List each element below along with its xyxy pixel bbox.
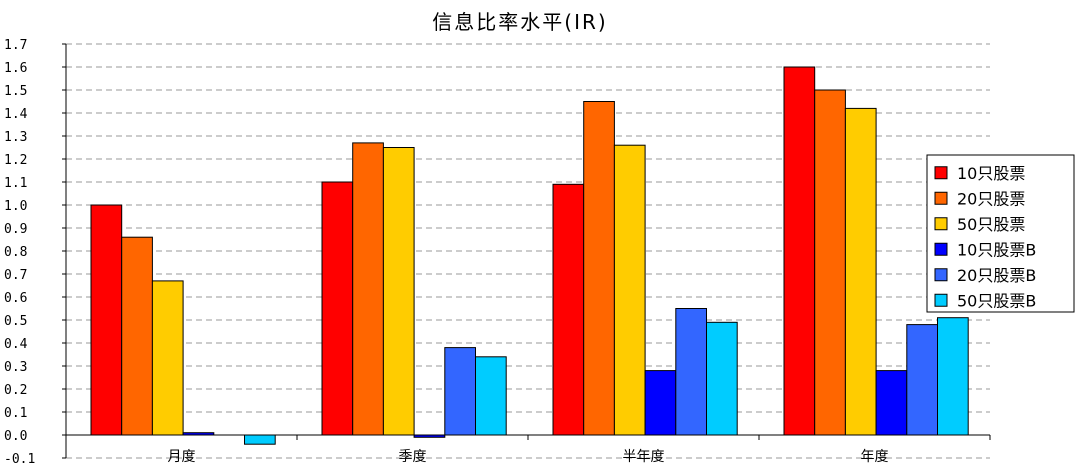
legend-swatch — [934, 242, 948, 256]
bar — [783, 66, 816, 436]
x-tick-label: 半年度 — [623, 449, 665, 465]
y-tick-label: 1.0 — [4, 199, 27, 214]
legend-label: 20只股票 — [957, 189, 1025, 208]
bar — [906, 324, 938, 436]
legend-label: 50只股票B — [957, 291, 1036, 310]
bar — [875, 370, 908, 436]
y-tick-label: 1.1 — [4, 176, 27, 191]
legend-label: 20只股票B — [957, 266, 1036, 285]
bar — [352, 142, 384, 436]
y-tick-label: 1.2 — [4, 153, 27, 168]
y-tick-label: 0.6 — [4, 291, 27, 306]
bar — [321, 181, 354, 436]
bar — [814, 89, 846, 436]
y-tick-label: 0.9 — [4, 222, 27, 237]
y-axis: 1.7 1.6 1.5 1.4 1.3 1.2 1.1 1.0 0.9 0.8 0.7 0.6 0.5 0… — [4, 38, 67, 467]
bar — [121, 236, 153, 436]
y-tick-label: 0.2 — [4, 383, 27, 398]
x-axis: 月度 季度 半年度 年度 — [65, 434, 991, 465]
y-tick-label: 1.4 — [4, 107, 28, 122]
y-tick-label: 1.6 — [4, 61, 27, 76]
y-tick-label: 1.7 — [4, 38, 27, 53]
legend-swatch — [934, 293, 948, 307]
bar — [937, 317, 969, 436]
bar — [613, 144, 646, 436]
legend-swatch — [934, 268, 948, 282]
legend-swatch — [934, 166, 948, 180]
bar — [706, 321, 738, 436]
legend-label: 10只股票B — [957, 240, 1036, 259]
bar — [244, 434, 276, 445]
bar — [382, 147, 415, 436]
y-tick-label: 0.0 — [4, 429, 27, 444]
x-tick-label: 月度 — [168, 449, 196, 465]
legend: 10只股票 20只股票 50只股票 10只股票B 20只股票B 50只股票B — [926, 154, 1075, 313]
bar — [675, 308, 707, 436]
legend-label: 50只股票 — [957, 215, 1025, 234]
bar — [475, 356, 507, 436]
chart-title: 信息比率水平(IR) — [432, 10, 607, 34]
y-tick-label: 0.1 — [4, 406, 27, 421]
y-tick-label: 1.3 — [4, 130, 27, 145]
y-tick-label: 0.3 — [4, 360, 27, 375]
bar — [844, 107, 877, 436]
legend-box — [926, 154, 1075, 313]
x-tick-label: 季度 — [399, 449, 427, 465]
y-tick-label: 0.4 — [4, 337, 28, 352]
legend-label: 10只股票 — [957, 164, 1025, 183]
y-tick-label: 0.5 — [4, 314, 27, 329]
y-tick-label: -0.1 — [4, 452, 35, 467]
bar — [444, 347, 476, 436]
bar — [90, 204, 123, 436]
x-tick-label: 年度 — [861, 449, 889, 465]
bar — [151, 280, 184, 436]
bar — [552, 183, 585, 436]
bars — [90, 66, 969, 445]
y-tick-label: 1.5 — [4, 84, 27, 99]
y-tick-label: 0.7 — [4, 268, 27, 283]
bar — [583, 101, 615, 436]
legend-swatch — [934, 191, 948, 205]
bar — [644, 370, 677, 436]
y-tick-label: 0.8 — [4, 245, 27, 260]
legend-swatch — [934, 217, 948, 231]
